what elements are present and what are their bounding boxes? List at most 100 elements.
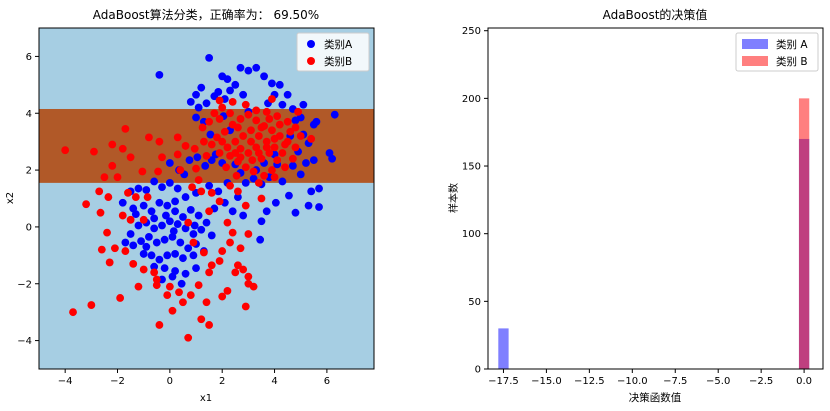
point-class-b-35 [184, 333, 193, 342]
point-class-a-138 [162, 211, 170, 220]
point-class-b-50 [241, 302, 250, 311]
point-class-b-46 [234, 261, 242, 270]
point-class-a-83 [118, 198, 127, 207]
point-class-a-36 [330, 110, 339, 119]
point-class-a-116 [179, 254, 187, 263]
point-class-b-63 [173, 150, 182, 159]
point-class-a-9 [268, 79, 276, 88]
point-class-a-143 [190, 221, 199, 230]
point-class-b-130 [139, 215, 148, 224]
legend-label-class-a: 类别A [324, 38, 353, 51]
point-class-a-95 [189, 230, 198, 238]
scatter-y-tick-label-3: 2 [26, 166, 32, 177]
scatter-chart: AdaBoost算法分类，正确率为： 69.50% −4 −2 0 2 4 6 −4 −2 0… [5, 7, 375, 404]
point-class-a-103 [126, 230, 135, 238]
point-class-b-36 [205, 321, 214, 329]
point-class-b-79 [270, 143, 279, 152]
point-class-a-92 [194, 211, 203, 220]
point-class-b-108 [296, 132, 305, 140]
point-class-b-107 [291, 123, 300, 132]
point-class-a-17 [197, 83, 206, 92]
point-class-a-79 [150, 177, 159, 186]
point-class-b-65 [190, 144, 199, 153]
point-class-a-78 [158, 183, 166, 192]
point-class-a-100 [150, 224, 159, 233]
point-class-b-133 [205, 207, 214, 216]
point-class-b-105 [273, 112, 282, 120]
histogram-y-tick-label-5: 250 [462, 26, 481, 37]
point-class-b-20 [118, 211, 127, 220]
point-class-b-40 [194, 281, 203, 290]
histogram-y-label: 样本数 [447, 183, 460, 213]
point-class-b-43 [215, 257, 224, 265]
point-class-a-98 [165, 217, 174, 226]
point-class-b-42 [207, 261, 216, 270]
point-class-a-123 [160, 264, 169, 273]
point-class-b-22 [110, 244, 119, 253]
point-class-b-70 [236, 115, 245, 123]
scatter-x-axis: −4 −2 0 2 4 6 [58, 369, 330, 387]
bar-class-b-0 [798, 98, 810, 369]
point-class-b-129 [202, 151, 211, 160]
point-class-b-124 [270, 134, 279, 143]
point-class-b-137 [228, 228, 237, 237]
histogram-bars [498, 98, 810, 369]
histogram-y-tick-label-4: 200 [462, 94, 481, 105]
point-class-b-83 [239, 132, 248, 140]
legend-swatch-class-b [742, 56, 768, 66]
point-class-a-69 [193, 153, 202, 162]
point-class-b-119 [218, 137, 227, 146]
point-class-b-62 [158, 153, 166, 162]
point-class-b-41 [205, 268, 214, 277]
point-class-a-80 [142, 186, 151, 194]
point-class-b-48 [244, 272, 253, 281]
point-class-b-120 [231, 149, 240, 157]
histogram-chart: AdaBoost的决策值 −17.5 −15.0 −12.5 −10.0 −7.5 −5.… [447, 7, 824, 404]
point-class-a-97 [173, 220, 182, 228]
point-class-b-138 [90, 147, 98, 156]
point-class-b-141 [192, 164, 200, 173]
point-class-b-51 [244, 279, 253, 288]
point-class-b-135 [189, 238, 198, 247]
point-class-a-40 [328, 154, 337, 163]
point-class-a-19 [186, 97, 195, 106]
point-class-b-110 [205, 117, 214, 126]
scatter-y-tick-label-1: −2 [17, 279, 32, 290]
point-class-a-142 [207, 231, 216, 240]
point-class-b-30 [165, 282, 174, 291]
scatter-y-tick-label-0: −4 [17, 336, 32, 347]
point-class-a-27 [299, 100, 308, 109]
point-class-a-126 [192, 264, 200, 273]
point-class-a-2 [236, 63, 245, 72]
point-class-a-20 [194, 103, 203, 112]
point-class-b-16 [131, 193, 140, 201]
point-class-a-111 [176, 238, 185, 247]
point-class-a-149 [206, 130, 215, 139]
scatter-x-label: x1 [200, 393, 212, 404]
point-class-a-87 [155, 198, 164, 207]
point-class-a-132 [234, 193, 242, 201]
point-class-b-77 [291, 143, 300, 152]
point-class-a-112 [184, 244, 193, 253]
point-class-a-61 [315, 203, 323, 211]
point-class-b-56 [197, 187, 206, 196]
point-class-a-137 [171, 197, 179, 206]
point-class-b-59 [226, 181, 234, 190]
point-class-a-68 [201, 161, 210, 170]
histogram-y-tick-label-3: 150 [462, 162, 481, 173]
point-class-b-31 [175, 288, 183, 297]
point-class-b-24 [105, 258, 114, 267]
point-class-a-106 [137, 237, 145, 246]
point-class-a-10 [275, 80, 284, 89]
point-class-b-26 [139, 265, 148, 274]
point-class-a-48 [315, 184, 323, 193]
point-class-b-159 [232, 171, 241, 180]
point-class-a-109 [160, 235, 169, 244]
point-class-b-3 [116, 294, 125, 302]
point-class-a-21 [202, 99, 211, 108]
point-class-a-51 [278, 177, 287, 186]
point-class-b-34 [155, 321, 164, 329]
point-class-b-37 [197, 315, 206, 324]
point-class-a-119 [155, 255, 164, 264]
